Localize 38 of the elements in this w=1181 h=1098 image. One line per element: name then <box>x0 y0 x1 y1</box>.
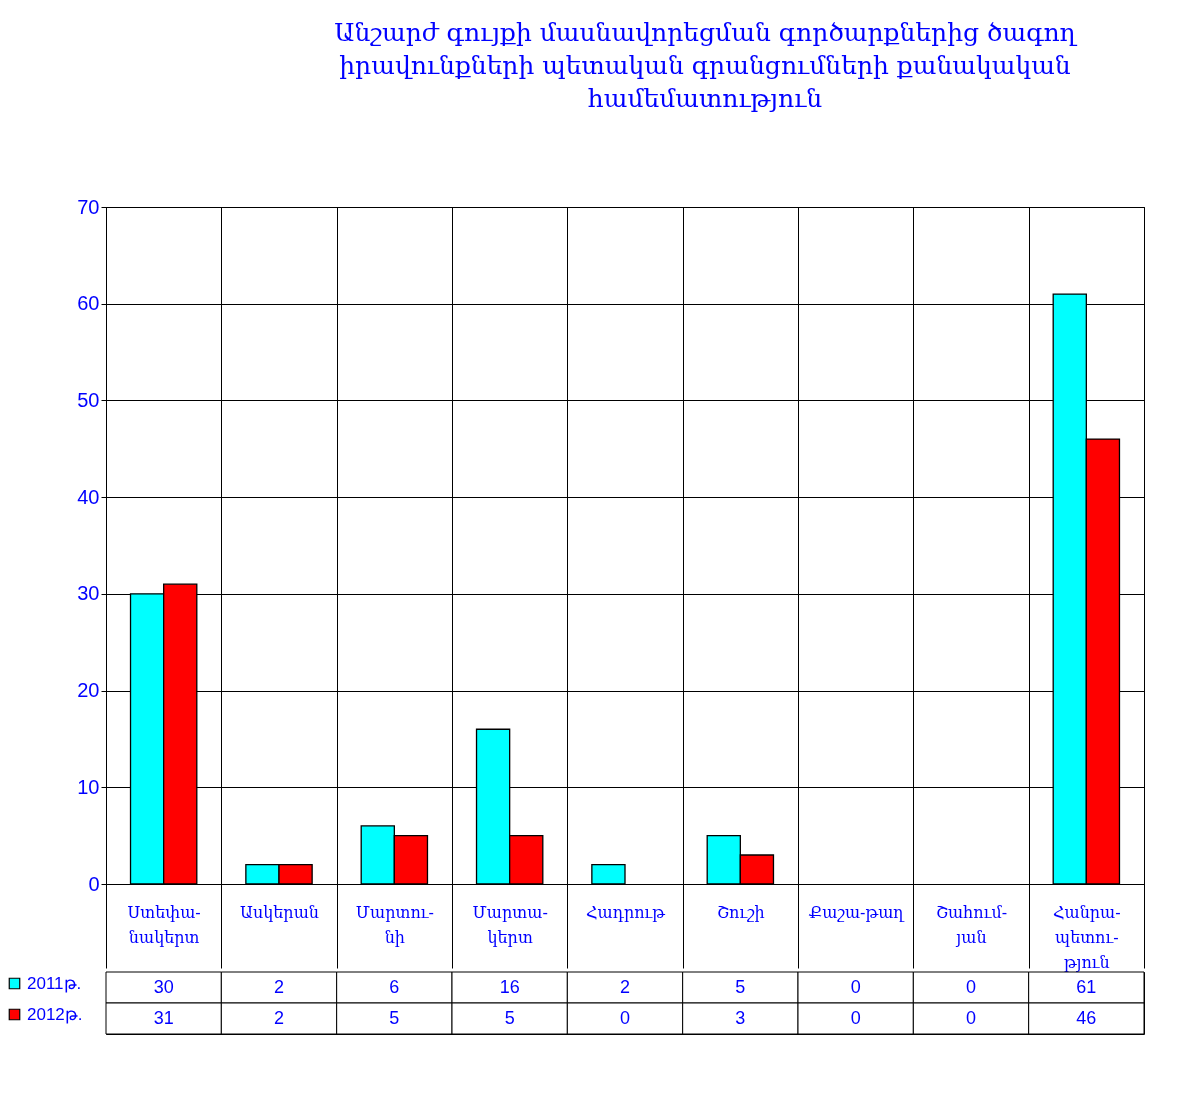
x-tick-label: Հանրա- պետու- թյուն <box>1052 902 1121 972</box>
data-label: 3 <box>735 1007 746 1028</box>
data-label: 0 <box>965 976 977 997</box>
y-tick-label: 50 <box>77 388 100 411</box>
legend-label: 2011թ. <box>27 973 82 993</box>
y-tick-label: 70 <box>77 195 100 218</box>
x-tick-label: Հադրութ <box>586 902 666 922</box>
data-label: 30 <box>153 976 174 997</box>
y-tick-label: 10 <box>77 775 100 798</box>
chart-title: Անշարժ գույքի մասնավորեցման գործարքներից ծագող իրավունքների պետական գրանցումների քանակական համեմատություն <box>334 17 1078 113</box>
data-label: 61 <box>1076 976 1097 997</box>
legend-label: 2012թ. <box>27 1004 83 1024</box>
y-tick-label: 40 <box>77 485 100 508</box>
x-tick-label: Շահում- յան <box>935 902 1008 947</box>
x-tick-label: Մարտա- կերտ <box>472 902 548 947</box>
y-tick-label: 60 <box>77 292 100 315</box>
x-tick-label: Ստեփա- նակերտ <box>127 902 201 947</box>
data-label: 46 <box>1076 1007 1097 1028</box>
y-tick-label: 30 <box>77 582 100 605</box>
x-tick-label: Մարտու- նի <box>355 902 434 947</box>
data-label: 0 <box>850 976 861 997</box>
data-label: 16 <box>499 976 520 997</box>
data-label: 31 <box>153 1007 174 1028</box>
data-label: 0 <box>850 1007 861 1028</box>
y-tick-label: 0 <box>88 872 100 895</box>
x-tick-label: Քաշա-թաղ <box>808 902 906 922</box>
x-tick-label: Շուշի <box>716 902 765 922</box>
data-label: 5 <box>504 1007 515 1028</box>
data-label: 5 <box>389 1007 400 1028</box>
data-label: 2 <box>273 1007 285 1028</box>
data-label: 2 <box>619 976 631 997</box>
data-label: 0 <box>965 1007 977 1028</box>
x-tick-label: Ասկերան <box>239 902 320 922</box>
data-label: 6 <box>389 976 400 997</box>
y-tick-label: 20 <box>77 679 100 702</box>
data-label: 2 <box>273 976 285 997</box>
data-label: 5 <box>735 976 746 997</box>
data-label: 0 <box>619 1007 631 1028</box>
